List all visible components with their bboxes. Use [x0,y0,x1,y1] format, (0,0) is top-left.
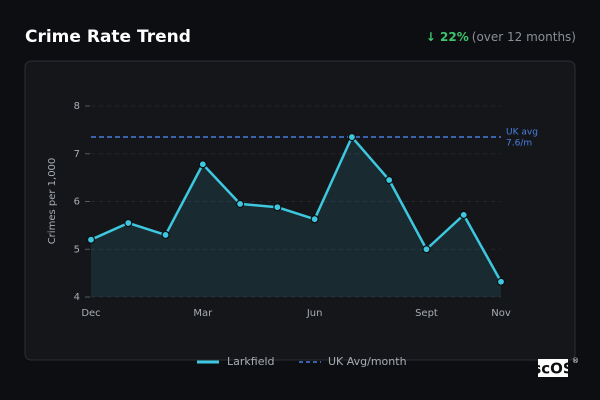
point [86,235,96,244]
point [385,175,394,185]
chart-panel [24,60,576,361]
x-tick-label: Sept [415,308,438,319]
x-tick-label: Mar [193,308,213,319]
legend-label: Larkfield [227,355,275,368]
point [459,210,468,219]
trend-summary: ↓ 22% (over 12 months) [426,30,576,44]
x-tick-label: Nov [491,308,511,319]
logo-mark: ® [572,357,579,365]
y-tick-label: 6 [74,197,80,208]
legend-label: UK Avg/month [328,355,407,368]
y-tick-label: 7 [74,149,80,160]
trend-change: ↓ 22% [426,30,469,44]
logo-text: scOS [532,360,573,378]
y-tick-label: 4 [74,292,80,303]
point [496,277,506,286]
point [347,132,357,142]
line [90,135,503,283]
x-tick-label: Dec [81,308,100,319]
y-tick-label: 5 [74,244,80,255]
x-tick-label: Jun [306,308,323,319]
reference-annotation: 7.6/m [506,139,532,149]
y-tick-label: 8 [74,101,80,112]
reference-annotation: UK avg [506,128,538,138]
area [91,137,501,297]
logo: scOS ® [532,357,579,378]
point [310,215,319,224]
point [124,218,133,228]
point [161,230,170,240]
y-axis-label: Crimes per 1,000 [47,158,58,245]
title: Crime Rate Trend [25,27,191,47]
point [422,245,431,254]
trend-period: (over 12 months) [472,30,576,44]
point [273,203,282,212]
logo-box [538,359,568,377]
point [235,199,245,208]
point [198,160,207,169]
